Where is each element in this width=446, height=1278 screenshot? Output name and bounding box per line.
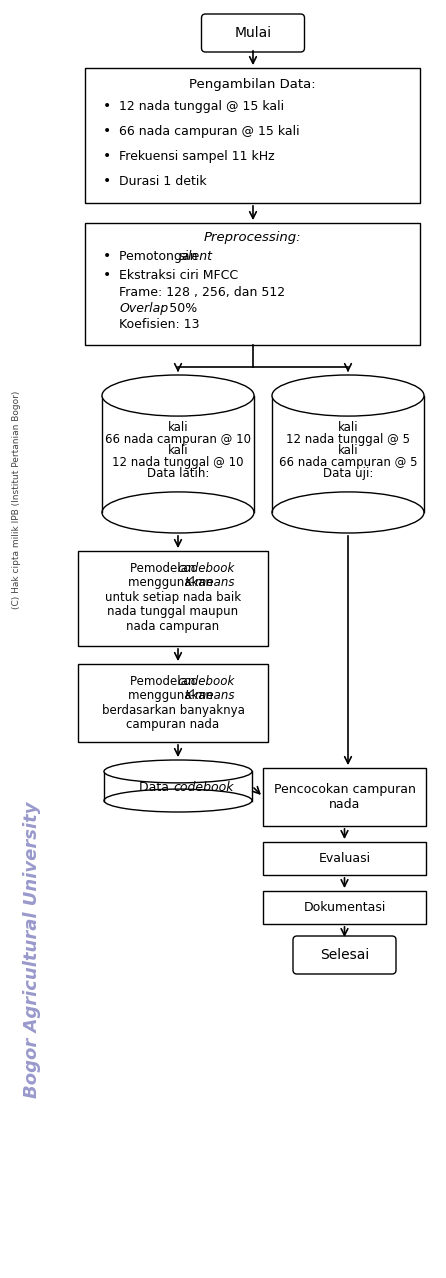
Text: 12 nada tunggal @ 15 kali: 12 nada tunggal @ 15 kali	[119, 100, 284, 112]
Bar	[104, 772, 252, 800]
Text: Frame: 128 , 256, dan 512: Frame: 128 , 256, dan 512	[119, 285, 285, 299]
Text: •: •	[103, 150, 111, 164]
Bar	[263, 768, 426, 826]
Text: •: •	[103, 268, 111, 282]
Text: Pemodelan: Pemodelan	[130, 561, 199, 575]
Text: nada campuran: nada campuran	[126, 620, 219, 633]
Text: 12 nada tunggal @ 5: 12 nada tunggal @ 5	[286, 433, 410, 446]
FancyBboxPatch shape	[202, 14, 305, 52]
Text: Mulai: Mulai	[235, 26, 272, 40]
Text: kali: kali	[168, 445, 188, 458]
Ellipse shape	[102, 492, 254, 533]
Text: codebook: codebook	[178, 561, 235, 575]
Text: Overlap: Overlap	[119, 302, 168, 314]
Text: (C) Hak cipta milik IPB (Institut Pertanian Bogor): (C) Hak cipta milik IPB (Institut Pertan…	[12, 391, 21, 610]
Text: Dokumentasi: Dokumentasi	[303, 901, 386, 914]
Text: Data latih:: Data latih:	[147, 468, 209, 481]
Text: : 50%: : 50%	[161, 302, 197, 314]
Text: menggunakan: menggunakan	[128, 576, 216, 589]
Bar	[78, 665, 268, 743]
Bar	[78, 551, 268, 645]
Bar	[102, 395, 254, 512]
Text: menggunakan: menggunakan	[128, 689, 216, 702]
Text: 66 nada campuran @ 5: 66 nada campuran @ 5	[279, 456, 417, 469]
Text: Pengambilan Data:: Pengambilan Data:	[189, 78, 316, 91]
Text: 66 nada campuran @ 15 kali: 66 nada campuran @ 15 kali	[119, 124, 300, 138]
Text: •: •	[103, 124, 111, 138]
Text: •: •	[103, 174, 111, 188]
Ellipse shape	[272, 374, 424, 417]
Text: •: •	[103, 249, 111, 263]
Text: Selesai: Selesai	[320, 948, 369, 962]
Bar	[272, 395, 424, 512]
Text: Durasi 1 detik: Durasi 1 detik	[119, 175, 206, 188]
Ellipse shape	[104, 760, 252, 783]
Bar	[85, 68, 420, 203]
Text: untuk setiap nada baik: untuk setiap nada baik	[105, 590, 241, 603]
Text: Data: Data	[139, 781, 173, 794]
Text: Pemotongan: Pemotongan	[119, 249, 202, 262]
Text: kali: kali	[338, 445, 358, 458]
Ellipse shape	[272, 492, 424, 533]
Ellipse shape	[102, 374, 254, 417]
Text: 66 nada campuran @ 10: 66 nada campuran @ 10	[105, 433, 251, 446]
Text: Ekstraksi ciri MFCC: Ekstraksi ciri MFCC	[119, 268, 238, 281]
Text: Pemodelan: Pemodelan	[130, 675, 199, 688]
Text: codebook: codebook	[173, 781, 234, 794]
Text: Evaluasi: Evaluasi	[318, 852, 371, 865]
Text: Frekuensi sampel 11 kHz: Frekuensi sampel 11 kHz	[119, 150, 275, 162]
Text: K-means: K-means	[185, 576, 235, 589]
FancyBboxPatch shape	[293, 935, 396, 974]
Bar	[263, 842, 426, 875]
Bar	[263, 891, 426, 924]
Text: •: •	[103, 98, 111, 112]
Text: Pencocokan campuran
nada: Pencocokan campuran nada	[273, 783, 415, 812]
Text: Preprocessing:: Preprocessing:	[204, 230, 301, 244]
Text: Koefisien: 13: Koefisien: 13	[119, 317, 199, 331]
Text: 12 nada tunggal @ 10: 12 nada tunggal @ 10	[112, 456, 244, 469]
Text: kali: kali	[338, 422, 358, 435]
Text: berdasarkan banyaknya: berdasarkan banyaknya	[102, 703, 244, 717]
Bar	[85, 222, 420, 345]
Text: Data uji:: Data uji:	[323, 468, 373, 481]
Text: kali: kali	[168, 422, 188, 435]
Ellipse shape	[104, 789, 252, 812]
Text: silent: silent	[179, 249, 213, 262]
Text: campuran nada: campuran nada	[126, 718, 219, 731]
Text: Bogor Agricultural University: Bogor Agricultural University	[23, 801, 41, 1098]
Text: nada tunggal maupun: nada tunggal maupun	[107, 604, 239, 619]
Text: codebook: codebook	[178, 675, 235, 688]
Text: K-means: K-means	[185, 689, 235, 702]
